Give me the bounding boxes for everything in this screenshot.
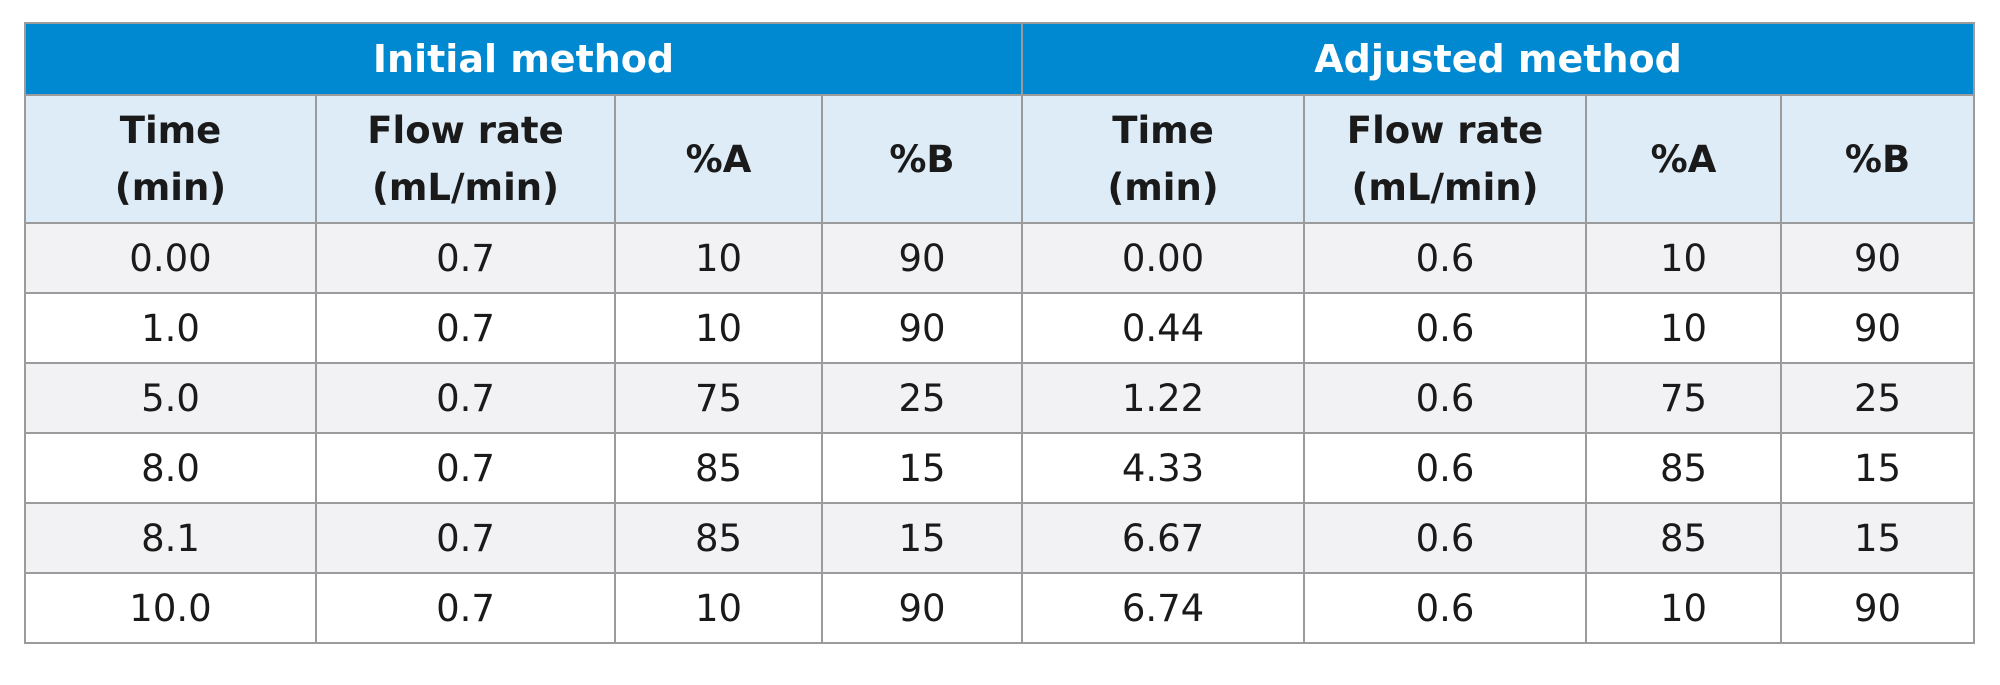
group-header-initial-method: Initial method — [23, 22, 1024, 96]
table-cell: 0.6 — [1303, 502, 1588, 574]
column-header-row: Time (min) Flow rate (mL/min) %A %B Time (m… — [24, 94, 1976, 224]
table-cell: 75 — [1585, 362, 1783, 434]
group-header-row: Initial method Adjusted method — [23, 22, 1976, 96]
column-header: Time (min) — [1021, 94, 1306, 224]
table-cell: 1.22 — [1021, 362, 1306, 434]
table-cell: 0.7 — [315, 432, 616, 504]
table-cell: 15 — [820, 502, 1024, 574]
table-cell: 90 — [820, 222, 1024, 294]
table-cell: 6.67 — [1021, 502, 1306, 574]
column-header: %A — [1585, 94, 1783, 224]
table-cell: 85 — [1585, 432, 1783, 504]
table-cell: 0.6 — [1303, 292, 1588, 364]
table-cell: 85 — [614, 432, 823, 504]
table-cell: 0.44 — [1021, 292, 1306, 364]
table-cell: 25 — [1780, 362, 1976, 434]
table-cell: 0.00 — [24, 222, 317, 294]
table-cell: 10 — [1585, 222, 1783, 294]
table-cell: 25 — [820, 362, 1024, 434]
table-cell: 10 — [614, 222, 823, 294]
table-row: 1.0 0.7 10 90 0.44 0.6 10 90 — [24, 292, 1976, 364]
table-cell: 0.6 — [1303, 432, 1588, 504]
table-cell: 0.7 — [315, 222, 616, 294]
gradient-table-container: Initial method Adjusted method Time (min)… — [23, 22, 1976, 644]
table-cell: 90 — [820, 572, 1024, 644]
table-row: 0.00 0.7 10 90 0.00 0.6 10 90 — [24, 222, 1976, 294]
column-header: Time (min) — [24, 94, 317, 224]
table-cell: 10 — [1585, 572, 1783, 644]
table-cell: 6.74 — [1021, 572, 1306, 644]
table-cell: 0.00 — [1021, 222, 1306, 294]
table-cell: 90 — [1780, 572, 1976, 644]
table-cell: 15 — [1780, 502, 1976, 574]
table-cell: 10 — [614, 572, 823, 644]
column-header: %A — [614, 94, 823, 224]
table-row: 8.0 0.7 85 15 4.33 0.6 85 15 — [24, 432, 1976, 504]
table-cell: 0.6 — [1303, 362, 1588, 434]
table-cell: 0.6 — [1303, 222, 1588, 294]
column-header: Flow rate (mL/min) — [315, 94, 616, 224]
table-cell: 10 — [1585, 292, 1783, 364]
table-cell: 90 — [1780, 222, 1976, 294]
table-cell: 75 — [614, 362, 823, 434]
table-cell: 0.7 — [315, 502, 616, 574]
table-cell: 1.0 — [24, 292, 317, 364]
table-cell: 85 — [1585, 502, 1783, 574]
table-cell: 10.0 — [24, 572, 317, 644]
column-header: %B — [820, 94, 1024, 224]
table-cell: 8.1 — [24, 502, 317, 574]
table-cell: 0.7 — [315, 572, 616, 644]
table-cell: 0.7 — [315, 292, 616, 364]
table-cell: 5.0 — [24, 362, 317, 434]
table-cell: 15 — [1780, 432, 1976, 504]
table-row: 10.0 0.7 10 90 6.74 0.6 10 90 — [24, 572, 1976, 644]
table-row: 8.1 0.7 85 15 6.67 0.6 85 15 — [24, 502, 1976, 574]
table-cell: 15 — [820, 432, 1024, 504]
table-cell: 90 — [820, 292, 1024, 364]
table-row: 5.0 0.7 75 25 1.22 0.6 75 25 — [24, 362, 1976, 434]
table-cell: 90 — [1780, 292, 1976, 364]
table-cell: 85 — [614, 502, 823, 574]
table-cell: 0.7 — [315, 362, 616, 434]
column-header: %B — [1780, 94, 1976, 224]
table-cell: 8.0 — [24, 432, 317, 504]
column-header: Flow rate (mL/min) — [1303, 94, 1588, 224]
table-cell: 10 — [614, 292, 823, 364]
table-cell: 4.33 — [1021, 432, 1306, 504]
table-cell: 0.6 — [1303, 572, 1588, 644]
group-header-adjusted-method: Adjusted method — [1021, 22, 1976, 96]
gradient-table: Initial method Adjusted method Time (min)… — [23, 22, 1976, 644]
